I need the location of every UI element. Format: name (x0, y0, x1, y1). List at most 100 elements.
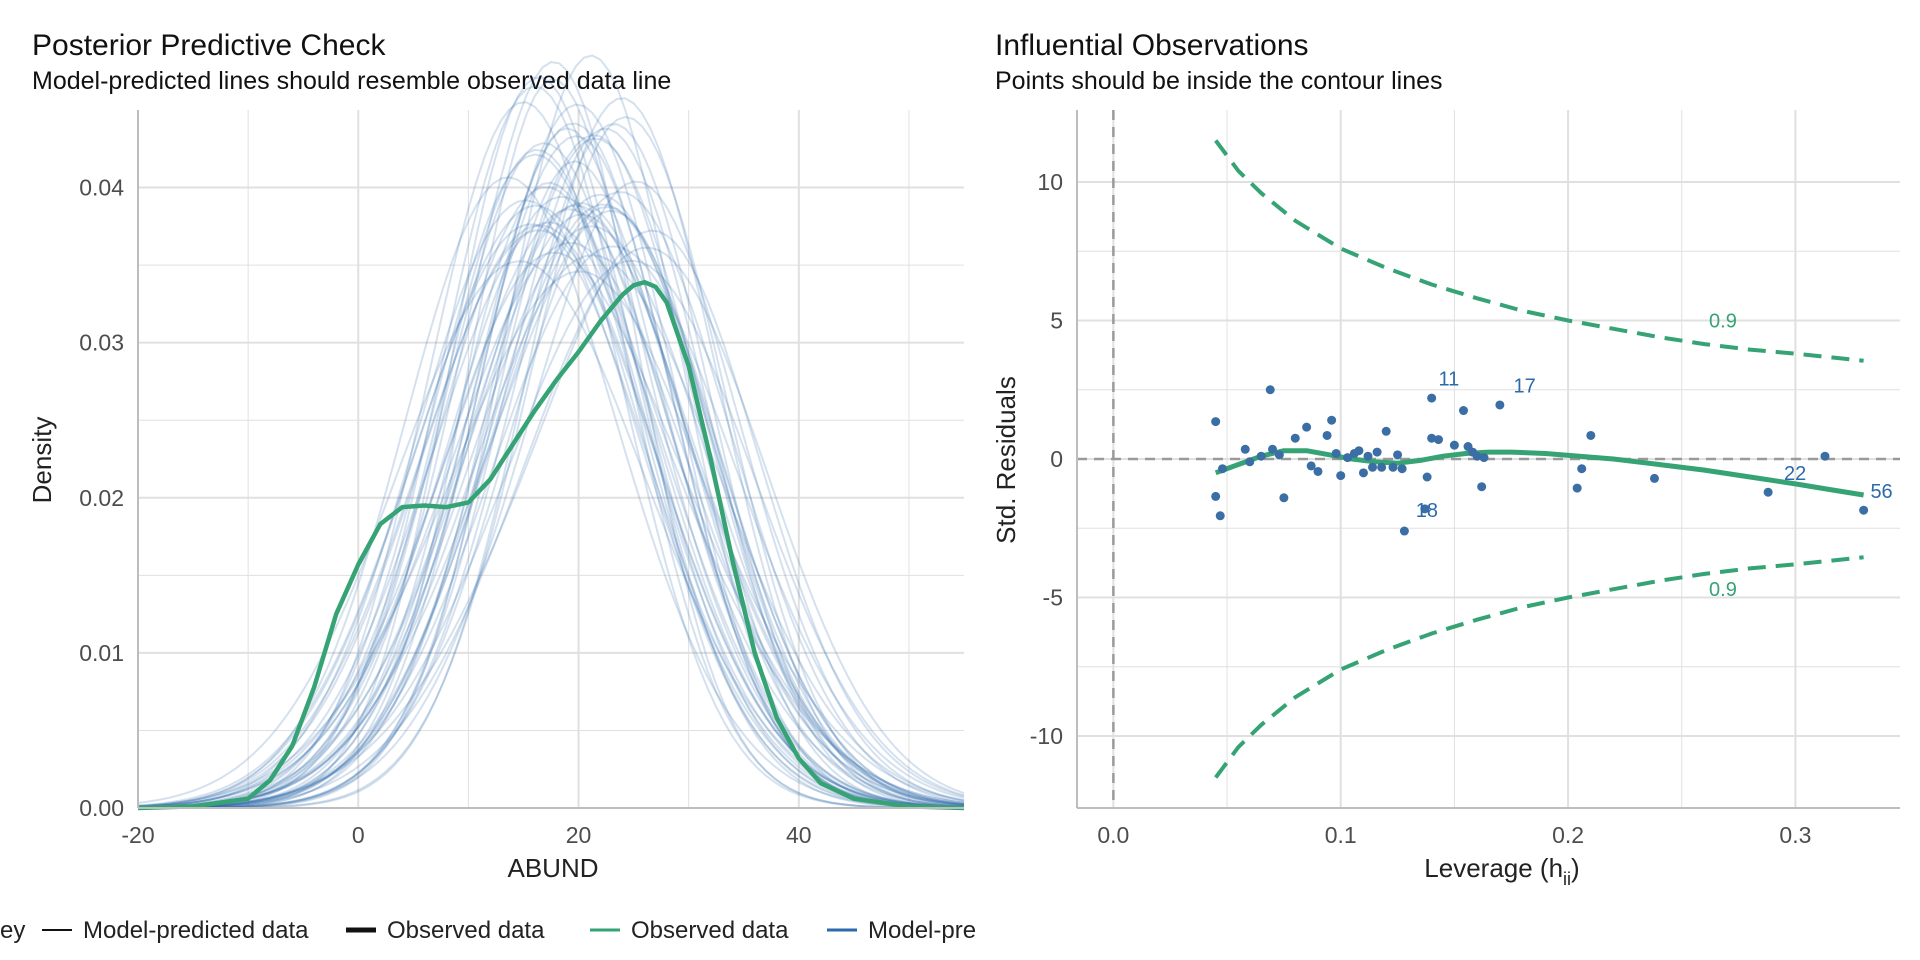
observation-point (1279, 493, 1289, 503)
observation-point (1763, 487, 1773, 497)
predicted-density-line (137, 195, 965, 809)
predicted-density-line (137, 254, 965, 809)
observation-point (1381, 426, 1391, 436)
ppc-x-tick-label: -20 (121, 822, 154, 848)
ppc-x-ticks: -20 0 20 40 (121, 822, 811, 848)
point-id-label: 56 (1870, 481, 1892, 503)
predicted-density-line (137, 122, 965, 809)
observation-point (1256, 451, 1266, 461)
observation-point (1859, 505, 1869, 515)
predicted-density-line (138, 203, 965, 809)
predicted-density-line (137, 229, 965, 809)
ppc-y-tick-label: 0.00 (79, 795, 124, 821)
influence-x-tick-label: 0.1 (1325, 822, 1357, 848)
predicted-density-line (137, 101, 964, 809)
legend: ey Model-predicted data Observed data Ob… (0, 917, 976, 944)
observation-point (1327, 415, 1337, 425)
observation-point (1211, 417, 1221, 427)
ppc-y-label: Density (27, 417, 57, 504)
observation-point (1240, 444, 1250, 454)
legend-label-model-predicted: Model-predicted data (83, 917, 309, 944)
predicted-density-line (137, 204, 965, 809)
ppc-x-label: ABUND (507, 853, 598, 883)
contour-label: 0.9 (1709, 311, 1737, 333)
influence-x-label: Leverage (hii) (1424, 853, 1579, 889)
influence-y-tick-label: -10 (1030, 723, 1063, 749)
influence-title: Influential Observations (995, 29, 1309, 62)
cooks-distance-contour (1214, 555, 1864, 779)
predicted-density-line (138, 115, 965, 809)
predicted-density-line (137, 245, 965, 809)
predicted-density-line (138, 54, 965, 809)
influence-reference-lines (1077, 110, 1900, 808)
observation-point (1372, 447, 1382, 457)
legend-label-model-predicted-blue: Model-pre (868, 917, 976, 944)
predicted-density-line (138, 193, 965, 809)
observation-point (1245, 457, 1255, 467)
predicted-density-line (138, 97, 965, 809)
observation-point (1302, 422, 1312, 432)
observation-point (1393, 450, 1403, 460)
observation-point (1577, 464, 1587, 474)
observation-point (1313, 466, 1323, 476)
observation-point (1274, 450, 1284, 460)
point-id-label: 11 (1438, 369, 1459, 391)
observation-point (1427, 433, 1437, 443)
observation-point (1377, 462, 1387, 472)
observation-point (1322, 430, 1332, 440)
influence-subtitle: Points should be inside the contour line… (995, 67, 1443, 95)
predicted-density-line (137, 225, 965, 809)
predicted-density-line (138, 76, 965, 809)
influence-grid (1077, 110, 1900, 808)
ppc-y-tick-label: 0.03 (79, 330, 124, 356)
observation-point (1586, 430, 1596, 440)
legend-label-observed: Observed data (387, 917, 545, 944)
predicted-density-line (137, 176, 965, 809)
predicted-density-line (137, 181, 965, 809)
observation-point (1363, 451, 1373, 461)
observation-point (1427, 393, 1437, 403)
observation-point (1358, 468, 1368, 478)
ppc-predicted-lines (137, 54, 965, 809)
influence-loess-line (1214, 448, 1864, 498)
observation-point (1215, 511, 1225, 521)
observation-point (1268, 444, 1278, 454)
predicted-density-line (137, 186, 965, 809)
predicted-density-line (137, 229, 965, 809)
predicted-density-line (137, 209, 965, 809)
influence-x-label-main: Leverage (h (1424, 853, 1563, 883)
predicted-density-line (137, 148, 965, 809)
ppc-x-tick-label: 0 (352, 822, 365, 848)
observation-point (1420, 504, 1430, 514)
ppc-panel: Posterior Predictive Check Model-predict… (27, 29, 965, 883)
influence-x-tick-label: 0.3 (1779, 822, 1811, 848)
cooks-distance-contour (1214, 139, 1864, 363)
legend-label-observed-green: Observed data (631, 917, 789, 944)
ppc-y-tick-label: 0.01 (79, 640, 124, 666)
predicted-density-line (137, 153, 965, 809)
ppc-y-tick-label: 0.02 (79, 485, 124, 511)
ppc-subtitle: Model-predicted lines should resemble ob… (32, 67, 671, 95)
loess-smooth-line (1214, 448, 1864, 498)
observation-point (1820, 451, 1830, 461)
observation-point (1354, 446, 1364, 456)
ppc-observed-line (137, 279, 965, 811)
predicted-density-line (137, 180, 965, 809)
influence-x-tick-label: 0.2 (1552, 822, 1584, 848)
predicted-density-line (137, 61, 965, 809)
observation-point (1649, 473, 1659, 483)
observation-point (1458, 406, 1468, 416)
predicted-density-line (137, 135, 965, 809)
observation-point (1211, 491, 1221, 501)
predicted-density-line (138, 85, 964, 809)
ppc-y-tick-label: 0.04 (79, 175, 124, 201)
predicted-density-line (138, 127, 965, 809)
predicted-density-line (137, 202, 965, 809)
predicted-density-line (138, 103, 965, 809)
observation-point (1449, 440, 1459, 450)
predicted-density-line (137, 224, 965, 809)
influence-x-label-sub: ii (1563, 869, 1571, 889)
predicted-density-line (137, 241, 965, 808)
predicted-density-line (138, 133, 965, 809)
predicted-density-line (138, 137, 965, 809)
